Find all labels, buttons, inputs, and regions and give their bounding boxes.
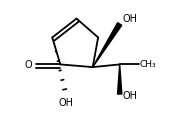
Text: OH: OH bbox=[122, 91, 137, 101]
Text: O: O bbox=[24, 60, 32, 70]
Polygon shape bbox=[118, 65, 122, 94]
Polygon shape bbox=[93, 23, 122, 68]
Text: OH: OH bbox=[58, 97, 73, 107]
Text: OH: OH bbox=[122, 13, 137, 23]
Text: CH₃: CH₃ bbox=[140, 60, 156, 69]
